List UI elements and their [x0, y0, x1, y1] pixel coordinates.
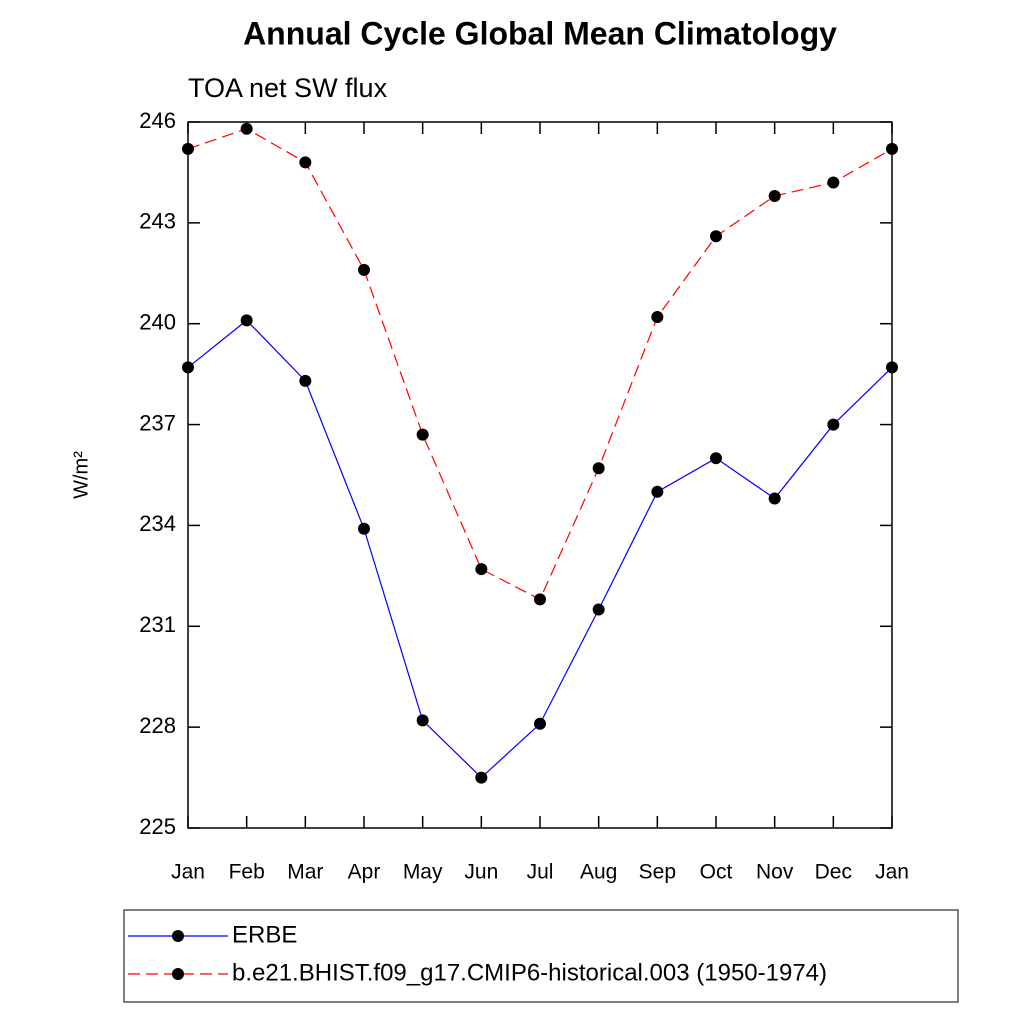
y-tick-label: 243 — [139, 209, 176, 234]
data-point — [534, 593, 546, 606]
data-point — [710, 230, 722, 243]
x-tick-label: May — [403, 861, 443, 884]
data-point — [592, 603, 605, 616]
x-tick-label: Feb — [229, 861, 265, 884]
x-tick-label: Jan — [171, 861, 205, 884]
chart-subtitle: TOA net SW flux — [188, 73, 388, 103]
data-point — [592, 462, 605, 475]
x-tick-label: Apr — [348, 861, 381, 884]
x-tick-label: Nov — [756, 861, 794, 884]
y-tick-label: 225 — [139, 814, 176, 839]
y-axis-label: W/m² — [70, 451, 92, 499]
data-point — [827, 176, 840, 189]
x-tick-label: Oct — [700, 861, 733, 884]
y-tick-label: 240 — [139, 310, 176, 335]
legend-marker — [172, 968, 184, 980]
data-point — [182, 361, 194, 374]
x-tick-label: Aug — [580, 861, 617, 884]
data-point — [651, 310, 664, 323]
y-tick-label: 231 — [139, 612, 176, 637]
x-tick-label: Dec — [815, 861, 852, 884]
data-point — [240, 314, 253, 327]
data-point — [475, 563, 488, 576]
y-tick-label: 237 — [139, 410, 176, 435]
data-point — [358, 263, 370, 276]
y-tick-label: 228 — [139, 713, 176, 738]
data-point — [886, 142, 898, 155]
legend-label: b.e21.BHIST.f09_g17.CMIP6-historical.003… — [232, 959, 827, 986]
data-point — [886, 361, 898, 374]
x-tick-label: Jan — [875, 861, 909, 884]
data-point — [768, 492, 781, 505]
data-point — [358, 522, 370, 535]
chart-title: Annual Cycle Global Mean Climatology — [243, 15, 837, 51]
x-tick-label: Jul — [527, 861, 554, 884]
data-point — [710, 452, 722, 465]
data-point — [182, 142, 194, 155]
x-tick-label: Sep — [639, 861, 676, 884]
data-point — [827, 418, 840, 431]
legend-marker — [172, 930, 184, 942]
data-point — [299, 156, 312, 169]
data-point — [299, 374, 312, 387]
data-point — [534, 717, 546, 730]
data-point — [768, 189, 781, 202]
data-point — [416, 428, 429, 441]
data-point — [651, 485, 664, 498]
y-tick-label: 234 — [139, 511, 176, 536]
x-tick-label: Mar — [287, 861, 323, 884]
legend-label: ERBE — [232, 921, 297, 948]
legend-box — [123, 909, 959, 1003]
y-tick-label: 246 — [139, 108, 176, 133]
x-tick-label: Jun — [464, 861, 498, 884]
data-point — [240, 122, 253, 135]
data-point — [416, 714, 429, 727]
data-point — [475, 771, 488, 784]
